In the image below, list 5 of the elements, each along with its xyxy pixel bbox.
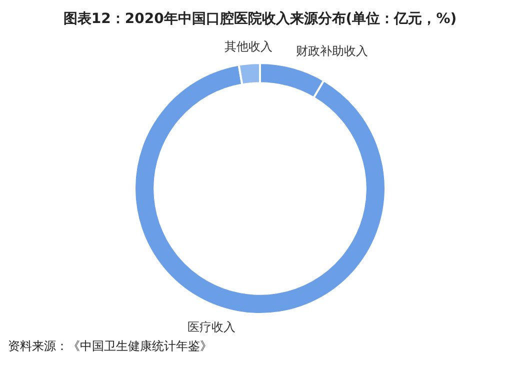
text: 资料来源：《中国卫生健康统计年鉴》 — [8, 338, 212, 355]
slice-label: 医疗收入 — [187, 320, 236, 334]
slice-label: 其他收入 — [224, 40, 273, 54]
chart-title: 图表12：2020年中国口腔医院收入来源分布(单位：亿元，%) — [62, 10, 458, 28]
slice-label: 财政补助收入 — [296, 44, 368, 58]
